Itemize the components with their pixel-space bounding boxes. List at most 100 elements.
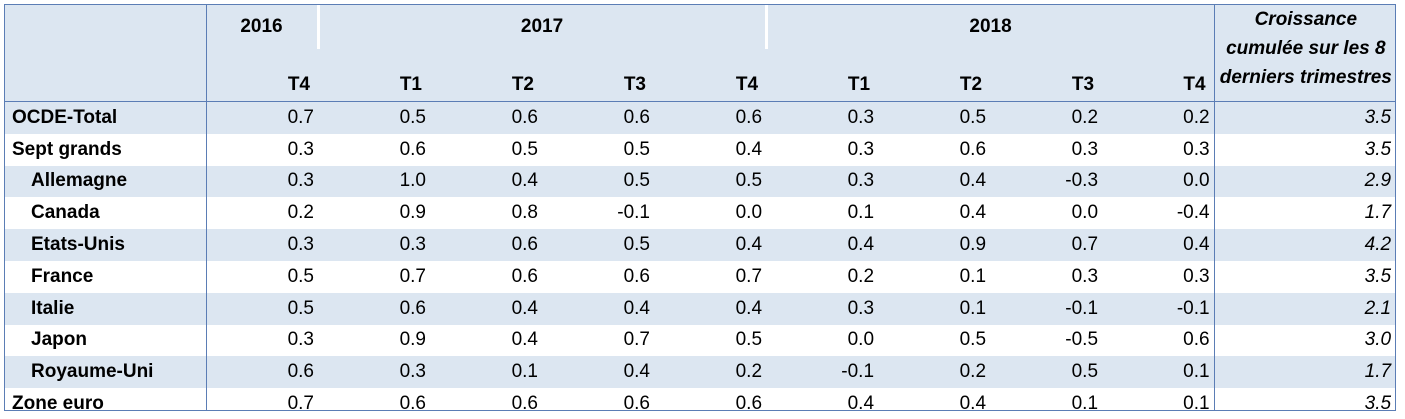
growth-value-cell: 0.6	[430, 100, 542, 134]
cumulative-growth-cell: 2.9	[1213, 165, 1395, 198]
growth-value-cell: 0.3	[318, 356, 430, 389]
country-label: Japon	[5, 324, 207, 357]
growth-value-cell: 0.3	[1102, 260, 1215, 293]
corner-cell	[5, 5, 207, 49]
growth-value-cell: 0.5	[206, 292, 318, 325]
growth-value-cell: 0.0	[1102, 165, 1215, 198]
growth-value-cell: 0.4	[430, 292, 542, 325]
year-header-row: 2016 2017 2018 Croissance cumulée sur le…	[5, 5, 1395, 102]
quarter-header: T4	[654, 49, 767, 102]
quarter-header: T3	[990, 49, 1103, 102]
growth-value-cell: 0.1	[430, 356, 542, 389]
growth-value-cell: 0.6	[430, 229, 542, 261]
table-row: Etats-Unis 0.3 0.3 0.6 0.5 0.4 0.4 0.9 0.7 0.4 4.2	[5, 229, 1395, 261]
growth-value-cell: 0.6	[430, 260, 542, 293]
growth-value-cell: 0.4	[654, 229, 767, 261]
country-label: Sept grands	[5, 133, 207, 166]
growth-value-cell: 0.4	[654, 292, 767, 325]
cumulative-growth-header: Croissance cumulée sur les 8 derniers tr…	[1213, 5, 1395, 102]
growth-value-cell: 0.4	[654, 133, 767, 166]
growth-value-cell: 0.8	[430, 197, 542, 230]
growth-value-cell: -0.1	[766, 356, 879, 389]
growth-value-cell: -0.5	[990, 324, 1103, 357]
growth-value-cell: 0.4	[878, 388, 991, 410]
year-2018-header: 2018	[764, 5, 1215, 49]
growth-value-cell: 0.3	[766, 292, 879, 325]
growth-value-cell: 0.7	[206, 100, 318, 134]
table-row: Sept grands 0.3 0.6 0.5 0.5 0.4 0.3 0.6 0.3 0.3 3.…	[5, 133, 1395, 166]
table-row: OCDE-Total 0.7 0.5 0.6 0.6 0.6 0.3 0.5 0.2 0.2 3.5	[5, 100, 1395, 134]
growth-value-cell: 0.3	[206, 165, 318, 198]
growth-value-cell: 0.2	[766, 260, 879, 293]
growth-value-cell: 0.5	[878, 324, 991, 357]
growth-value-cell: 0.1	[878, 292, 991, 325]
growth-value-cell: 0.6	[542, 260, 654, 293]
growth-value-cell: 0.2	[206, 197, 318, 230]
growth-value-cell: 0.3	[990, 260, 1103, 293]
country-label: Canada	[5, 197, 207, 230]
table-row: Zone euro 0.7 0.6 0.6 0.6 0.6 0.4 0.4 0.1 0.1 3.5	[5, 388, 1395, 410]
growth-value-cell: 0.5	[990, 356, 1103, 389]
growth-value-cell: 0.2	[878, 356, 991, 389]
growth-value-cell: 0.4	[542, 292, 654, 325]
growth-value-cell: 0.6	[878, 133, 991, 166]
growth-value-cell: 0.1	[766, 197, 879, 230]
growth-value-cell: 0.4	[1102, 229, 1215, 261]
country-label: Allemagne	[5, 165, 207, 198]
growth-value-cell: 0.1	[1102, 388, 1215, 410]
country-label: Etats-Unis	[5, 229, 207, 261]
table-row: Royaume-Uni 0.6 0.3 0.1 0.4 0.2 -0.1 0.2 0.5 0.1 1…	[5, 356, 1395, 389]
table-row: Japon 0.3 0.9 0.4 0.7 0.5 0.0 0.5 -0.5 0.6 3.0	[5, 324, 1395, 357]
cumulative-growth-cell: 3.5	[1213, 133, 1395, 166]
growth-value-cell: -0.1	[542, 197, 654, 230]
growth-value-cell: 0.7	[990, 229, 1103, 261]
cumulative-growth-cell: 1.7	[1213, 356, 1395, 389]
growth-value-cell: 0.6	[318, 388, 430, 410]
growth-value-cell: 1.0	[318, 165, 430, 198]
growth-value-cell: 0.2	[990, 100, 1103, 134]
growth-value-cell: 0.6	[318, 133, 430, 166]
table-body: OCDE-Total 0.7 0.5 0.6 0.6 0.6 0.3 0.5 0.2 0.2 3.5…	[5, 100, 1395, 410]
quarter-header: T4	[1102, 49, 1215, 102]
growth-value-cell: 0.3	[206, 229, 318, 261]
growth-value-cell: 0.4	[878, 197, 991, 230]
growth-value-cell: -0.1	[1102, 292, 1215, 325]
growth-value-cell: 0.6	[318, 292, 430, 325]
growth-value-cell: 0.1	[878, 260, 991, 293]
growth-value-cell: 0.0	[766, 324, 879, 357]
corner-cell-lower	[5, 49, 207, 102]
quarter-header: T2	[878, 49, 991, 102]
growth-value-cell: 0.4	[430, 324, 542, 357]
growth-value-cell: 0.7	[206, 388, 318, 410]
quarter-header: T1	[318, 49, 430, 102]
growth-value-cell: 0.3	[766, 100, 879, 134]
gdp-growth-table: 2016 2017 2018 Croissance cumulée sur le…	[5, 5, 1395, 410]
country-label: Royaume-Uni	[5, 356, 207, 389]
growth-value-cell: 0.6	[430, 388, 542, 410]
growth-value-cell: 0.5	[654, 165, 767, 198]
growth-value-cell: 0.2	[654, 356, 767, 389]
cumulative-growth-cell: 3.0	[1213, 324, 1395, 357]
growth-value-cell: 0.6	[654, 100, 767, 134]
country-label: OCDE-Total	[5, 100, 207, 134]
growth-value-cell: 0.7	[654, 260, 767, 293]
growth-value-cell: 0.1	[990, 388, 1103, 410]
cumulative-growth-cell: 1.7	[1213, 197, 1395, 230]
growth-value-cell: 0.6	[1102, 324, 1215, 357]
growth-value-cell: 0.3	[766, 133, 879, 166]
growth-value-cell: 0.4	[766, 229, 879, 261]
cumulative-growth-cell: 3.5	[1213, 260, 1395, 293]
year-2017-header: 2017	[316, 5, 767, 49]
growth-value-cell: 0.6	[542, 100, 654, 134]
growth-value-cell: 0.6	[206, 356, 318, 389]
growth-value-cell: 0.9	[318, 197, 430, 230]
table-row: Italie 0.5 0.6 0.4 0.4 0.4 0.3 0.1 -0.1 -0.1 2.1	[5, 292, 1395, 325]
growth-value-cell: 0.3	[318, 229, 430, 261]
growth-value-cell: 0.5	[542, 165, 654, 198]
country-label: Italie	[5, 292, 207, 325]
growth-value-cell: 0.6	[654, 388, 767, 410]
growth-value-cell: 0.5	[430, 133, 542, 166]
table-row: Allemagne 0.3 1.0 0.4 0.5 0.5 0.3 0.4 -0.3 0.0 2.9	[5, 165, 1395, 198]
table-row: France 0.5 0.7 0.6 0.6 0.7 0.2 0.1 0.3 0.3 3.5	[5, 260, 1395, 293]
cumulative-growth-cell: 3.5	[1213, 388, 1395, 410]
